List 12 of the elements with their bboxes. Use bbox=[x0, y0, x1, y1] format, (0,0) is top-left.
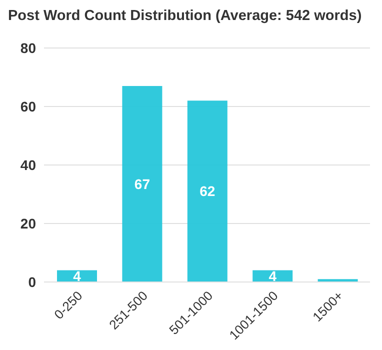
data-label: 4 bbox=[73, 268, 82, 284]
bar bbox=[187, 100, 228, 282]
y-tick-label: 0 bbox=[28, 274, 36, 290]
chart-title: Post Word Count Distribution (Average: 542 words) bbox=[8, 8, 363, 26]
y-tick-label: 60 bbox=[20, 98, 36, 114]
y-tick-label: 40 bbox=[20, 156, 36, 173]
bar bbox=[122, 86, 162, 282]
data-label: 4 bbox=[268, 268, 277, 284]
data-label: 67 bbox=[134, 176, 150, 192]
data-label: 62 bbox=[200, 183, 216, 200]
y-tick-label: 20 bbox=[20, 215, 36, 232]
y-tick-label: 80 bbox=[20, 40, 36, 56]
